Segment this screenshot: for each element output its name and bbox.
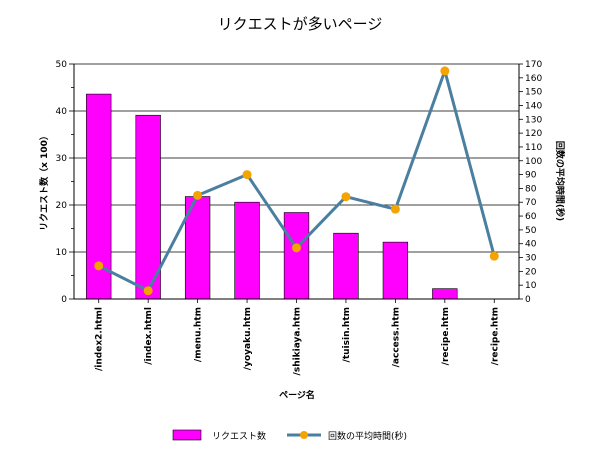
x-axis-tick-label: /menu.htm — [194, 307, 204, 362]
bar — [234, 201, 260, 300]
line-point — [143, 286, 153, 296]
x-axis-tick-label: /recipe.htm — [441, 307, 451, 365]
right-axis-ticks: 0 10 20 30 40 50 60 70 80 90 100 110 120 130 140 150 160… — [519, 60, 542, 305]
left-axis-tick-label: 20 — [56, 201, 68, 211]
line-series — [94, 66, 499, 296]
bars — [86, 93, 458, 300]
x-axis-tick-labels: /index2.html/index.html/menu.htm/yoyaku.… — [95, 299, 500, 375]
line-point — [242, 170, 252, 180]
bar — [432, 288, 458, 300]
bar — [382, 241, 409, 300]
line-point — [193, 190, 203, 200]
right-axis-tick-label: 40 — [525, 240, 537, 250]
left-axis-ticks: 0 10 20 30 40 50 — [56, 60, 74, 305]
right-axis-tick-label: 100 — [525, 157, 542, 167]
right-axis-tick-label: 60 — [525, 212, 537, 222]
line-point — [390, 204, 400, 214]
left-axis-tick-label: 50 — [56, 60, 68, 70]
right-axis-tick-label: 150 — [525, 88, 542, 98]
x-axis-tick-label: /yoyaku.htm — [243, 307, 253, 370]
right-axis-tick-label: 0 — [525, 295, 531, 305]
x-axis-tick-label: /recipe.htm — [490, 307, 500, 365]
right-axis-tick-label: 70 — [525, 198, 537, 208]
right-axis-tick-label: 130 — [525, 115, 542, 125]
y-axis-right-label: 回数の平均時間(秒) — [554, 141, 566, 221]
x-axis-label: ページ名 — [279, 389, 315, 401]
x-axis-tick-label: /index.html — [144, 307, 154, 365]
line-point — [292, 243, 301, 253]
line-point — [94, 261, 104, 271]
right-axis-tick-label: 20 — [525, 267, 537, 277]
x-axis-tick-label: /shikiaya.htm — [293, 307, 303, 375]
right-axis-tick-label: 160 — [525, 74, 542, 84]
right-axis-tick-label: 30 — [525, 254, 537, 264]
left-axis-tick-label: 40 — [56, 107, 68, 117]
right-axis-tick-label: 120 — [525, 129, 542, 139]
bar — [283, 212, 310, 300]
left-axis-tick-label: 10 — [56, 248, 68, 258]
right-axis-tick-label: 110 — [525, 143, 542, 153]
legend-line-label: 回数の平均時間(秒) — [328, 430, 407, 442]
right-axis-tick-label: 170 — [525, 60, 542, 70]
left-axis-tick-label: 30 — [56, 154, 68, 164]
bar — [333, 232, 359, 300]
x-axis-tick-label: /access.htm — [391, 307, 401, 367]
right-axis-tick-label: 10 — [525, 281, 537, 291]
line-point — [341, 192, 351, 202]
legend-line-marker — [300, 431, 308, 439]
legend-bar-label: リクエスト数 — [212, 430, 266, 442]
line-point — [440, 66, 450, 76]
legend-bar-swatch — [172, 429, 202, 441]
right-axis-tick-label: 80 — [525, 184, 537, 194]
line-point — [489, 251, 499, 261]
right-axis-tick-label: 140 — [525, 101, 542, 111]
chart-title: リクエストが多いページ — [218, 15, 383, 33]
right-axis-tick-label: 90 — [525, 171, 537, 181]
x-axis-tick-label: /tuisin.htm — [342, 307, 352, 362]
x-axis-tick-label: /index2.html — [95, 307, 105, 371]
legend: リクエスト数 回数の平均時間(秒) — [172, 429, 407, 442]
right-axis-tick-label: 50 — [525, 226, 537, 236]
left-axis-tick-label: 0 — [61, 295, 67, 305]
y-axis-left-label: リクエスト数（x 100） — [38, 131, 50, 231]
